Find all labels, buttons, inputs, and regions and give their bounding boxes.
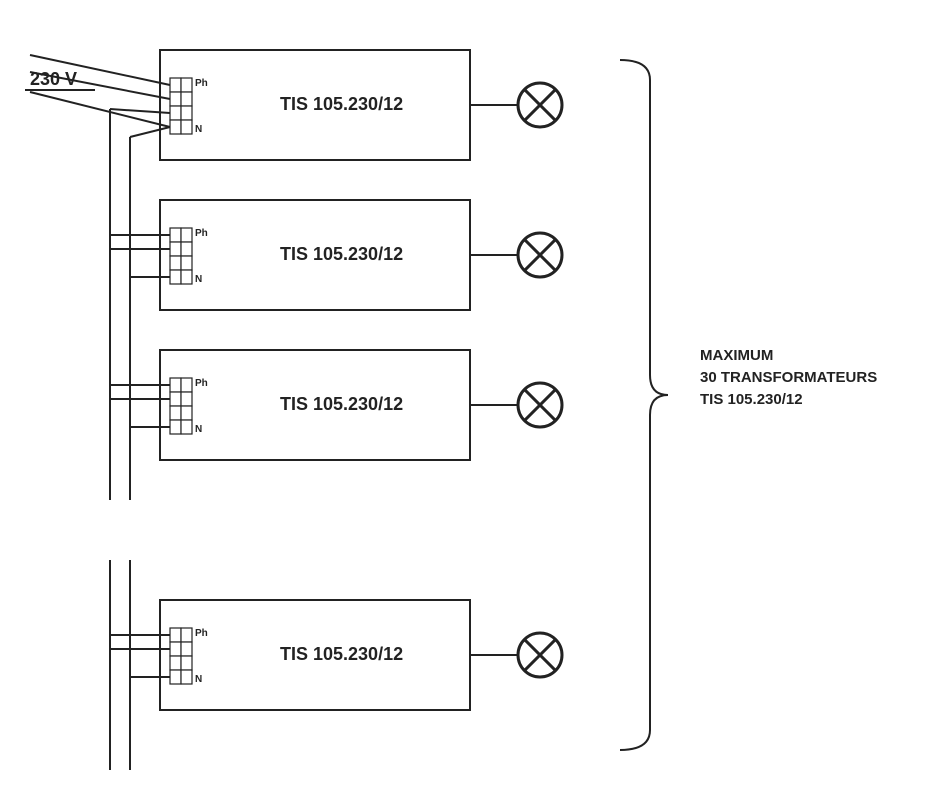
terminal-cell xyxy=(181,270,192,284)
terminal-cell xyxy=(181,670,192,684)
terminal-label-ph: Ph xyxy=(195,628,208,639)
terminal-cell xyxy=(170,420,181,434)
terminal-cell xyxy=(170,656,181,670)
transformer-unit: Ph N TIS 105.230/12 xyxy=(160,350,562,460)
terminal-cell xyxy=(181,628,192,642)
note-line: MAXIMUM xyxy=(700,347,773,364)
terminal-cell xyxy=(181,406,192,420)
terminal-label-n: N xyxy=(195,674,202,685)
terminal-cell xyxy=(181,78,192,92)
terminal-label-ph: Ph xyxy=(195,228,208,239)
terminal-cell xyxy=(181,642,192,656)
transformer-unit: Ph N TIS 105.230/12 xyxy=(160,50,562,160)
terminal-cell xyxy=(181,256,192,270)
terminal-cell xyxy=(170,378,181,392)
terminal-cell xyxy=(170,670,181,684)
terminal-cell xyxy=(170,228,181,242)
terminal-cell xyxy=(170,392,181,406)
terminal-cell xyxy=(170,406,181,420)
transformer-unit: Ph N TIS 105.230/12 xyxy=(160,600,562,710)
terminal-cell xyxy=(181,656,192,670)
terminal-cell xyxy=(181,120,192,134)
note-line: TIS 105.230/12 xyxy=(700,391,803,408)
terminal-cell xyxy=(170,92,181,106)
terminal-cell xyxy=(170,642,181,656)
terminal-label-ph: Ph xyxy=(195,78,208,89)
terminal-label-n: N xyxy=(195,424,202,435)
terminal-cell xyxy=(170,256,181,270)
terminal-cell xyxy=(170,242,181,256)
terminal-cell xyxy=(181,392,192,406)
wire-in-n xyxy=(30,92,170,127)
terminal-cell xyxy=(181,92,192,106)
terminal-label-n: N xyxy=(195,274,202,285)
wiring-diagram: Ph N TIS 105.230/12 Ph N TIS 105.230/12 Ph N TIS… xyxy=(0,0,926,800)
transformer-label: TIS 105.230/12 xyxy=(280,644,403,664)
note-line: 30 TRANSFORMATEURS xyxy=(700,369,877,386)
terminal-cell xyxy=(181,242,192,256)
terminal-cell xyxy=(170,106,181,120)
transformer-label: TIS 105.230/12 xyxy=(280,244,403,264)
brace-icon xyxy=(620,60,668,750)
terminal-cell xyxy=(170,270,181,284)
transformer-label: TIS 105.230/12 xyxy=(280,94,403,114)
terminal-cell xyxy=(170,120,181,134)
terminal-cell xyxy=(170,78,181,92)
terminal-cell xyxy=(181,106,192,120)
terminal-cell xyxy=(181,378,192,392)
transformer-label: TIS 105.230/12 xyxy=(280,394,403,414)
terminal-cell xyxy=(181,420,192,434)
terminal-label-n: N xyxy=(195,124,202,135)
transformer-unit: Ph N TIS 105.230/12 xyxy=(160,200,562,310)
terminal-label-ph: Ph xyxy=(195,378,208,389)
terminal-cell xyxy=(181,228,192,242)
terminal-cell xyxy=(170,628,181,642)
